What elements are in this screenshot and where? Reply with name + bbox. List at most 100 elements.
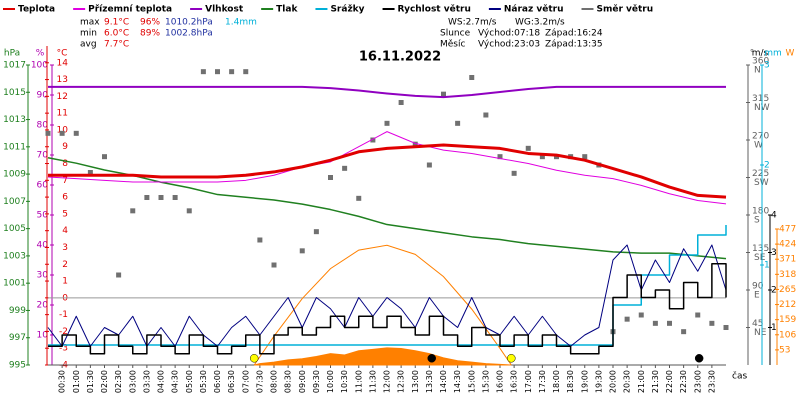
y-tick-label: 999 xyxy=(9,306,26,316)
x-tick-label: 07:30 xyxy=(255,370,264,393)
direction-point xyxy=(200,69,206,75)
compass-label: SW xyxy=(754,178,769,188)
axis-title: mm xyxy=(764,49,782,59)
x-tick-label: 12:30 xyxy=(397,370,406,393)
stat-text: 1010.2hPa xyxy=(165,18,213,28)
y-tick-label: 995 xyxy=(9,361,26,371)
y-tick-label: 11 xyxy=(57,109,68,119)
x-tick-label: 13:00 xyxy=(411,370,420,393)
y-tick-label: 315 xyxy=(752,94,769,104)
axis-title: % xyxy=(36,49,45,59)
x-tick-label: 06:00 xyxy=(213,370,222,393)
y-tick-label: 3 xyxy=(764,61,770,71)
direction-point xyxy=(356,195,362,201)
legend-label: Rychlost větru xyxy=(398,4,471,15)
y-tick-label: 53 xyxy=(779,345,790,355)
x-tick-label: 19:30 xyxy=(594,370,603,393)
compass-label: E xyxy=(754,291,760,301)
axis-title: W xyxy=(786,49,795,59)
y-tick-label: 20 xyxy=(37,301,49,311)
y-tick-label: 90 xyxy=(37,91,49,101)
x-tick-label: 01:00 xyxy=(72,370,81,393)
x-tick-label: 14:00 xyxy=(439,370,448,393)
y-tick-label: 7 xyxy=(62,176,68,186)
direction-point xyxy=(554,154,559,160)
legend-label: Tlak xyxy=(276,5,298,15)
y-tick-label: 100 xyxy=(31,61,48,71)
direction-point xyxy=(102,154,107,160)
direction-point xyxy=(709,320,715,326)
y-tick-label: -1 xyxy=(59,310,68,320)
y-tick-label: 1017 xyxy=(3,61,26,71)
series-line xyxy=(47,244,727,347)
y-tick-label: 13 xyxy=(57,75,68,85)
compass-label: SE xyxy=(754,253,766,263)
direction-point xyxy=(271,262,277,268)
direction-point xyxy=(45,130,51,136)
y-tick-label: 90 xyxy=(752,282,764,292)
x-tick-label: 11:30 xyxy=(368,370,377,393)
x-tick-label: 15:00 xyxy=(467,370,476,393)
y-tick-label: 270 xyxy=(752,132,769,142)
legend-label: Teplota xyxy=(18,5,55,15)
info-text: Měsíc xyxy=(440,40,465,50)
stat-text: max xyxy=(80,18,100,28)
y-tick-label: 212 xyxy=(779,300,796,310)
legend-label: Srážky xyxy=(330,5,364,15)
y-tick-label: 106 xyxy=(779,330,796,340)
direction-point xyxy=(624,316,630,322)
x-tick-label: 16:30 xyxy=(510,370,519,393)
compass-label: S xyxy=(754,216,760,226)
direction-point xyxy=(186,208,192,214)
direction-point xyxy=(441,91,446,97)
y-tick-label: 477 xyxy=(779,225,796,235)
y-tick-label: 2 xyxy=(764,161,770,171)
x-tick-label: 05:00 xyxy=(185,370,194,393)
direction-point xyxy=(370,137,376,143)
stat-text: 6.0°C xyxy=(104,29,129,39)
y-tick-label: 1 xyxy=(771,323,777,333)
y-tick-label: 8 xyxy=(62,159,68,169)
sun-marker xyxy=(249,354,259,363)
direction-point xyxy=(144,195,150,200)
info-text: WG:3.2m/s xyxy=(515,18,565,28)
x-tick-label: 17:00 xyxy=(524,370,533,393)
stat-text: 9.1°C xyxy=(104,18,129,28)
direction-point xyxy=(638,312,644,318)
direction-point xyxy=(483,112,489,118)
direction-point xyxy=(87,170,93,175)
y-tick-label: 5 xyxy=(62,209,68,219)
y-tick-label: 1015 xyxy=(3,88,26,98)
series-line xyxy=(48,263,727,355)
y-tick-label: 1 xyxy=(62,277,68,287)
stat-text: avg xyxy=(80,40,97,50)
x-tick-label: 08:00 xyxy=(270,370,279,393)
y-tick-label: 50 xyxy=(37,211,49,221)
x-tick-label: 22:30 xyxy=(679,370,688,393)
direction-point xyxy=(384,120,390,126)
y-tick-label: 10 xyxy=(57,125,69,135)
y-tick-label: 159 xyxy=(779,315,796,325)
y-tick-label: 80 xyxy=(37,121,49,131)
x-tick-label: 21:00 xyxy=(637,370,646,393)
direction-point xyxy=(695,312,701,318)
direction-point xyxy=(681,329,687,335)
y-tick-label: 1013 xyxy=(3,115,26,125)
y-tick-label: 9 xyxy=(62,142,68,152)
x-tick-label: 18:00 xyxy=(552,370,561,393)
direction-point xyxy=(511,170,517,176)
direction-point xyxy=(723,325,729,330)
y-tick-label: 14 xyxy=(57,58,69,68)
x-tick-label: 10:00 xyxy=(326,370,335,393)
x-tick-label: 02:00 xyxy=(100,370,109,393)
direction-point xyxy=(328,175,333,180)
y-tick-label: 6 xyxy=(62,193,68,203)
axis-title: m/s xyxy=(752,49,769,59)
x-tick-label: 07:00 xyxy=(241,370,250,393)
x-tick-label: 22:00 xyxy=(665,370,674,393)
x-tick-label: 04:30 xyxy=(171,370,180,393)
stat-text: 89% xyxy=(140,29,160,39)
direction-point xyxy=(469,75,475,80)
